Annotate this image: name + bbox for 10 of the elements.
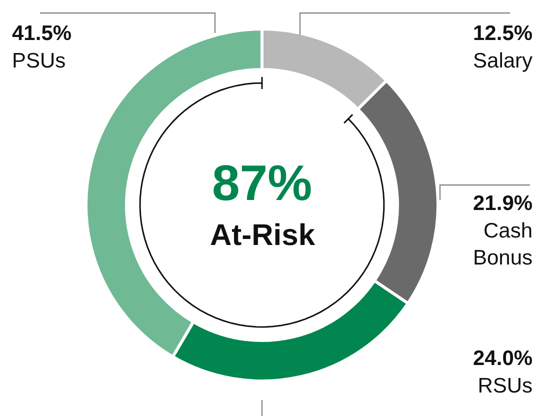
slice-label: RSUs [478,374,533,398]
slice-label: PSUs [12,49,66,72]
data-label: 12.5% [473,22,533,45]
slice-label: Cash Bonus [473,219,533,270]
slice-label: Salary [473,49,534,72]
data-label: 41.5% [12,22,72,45]
data-label: 24.0% [473,347,533,370]
data-label: 21.9% [473,192,533,215]
text: At-Risk [210,219,316,252]
text: 87% [212,155,312,211]
